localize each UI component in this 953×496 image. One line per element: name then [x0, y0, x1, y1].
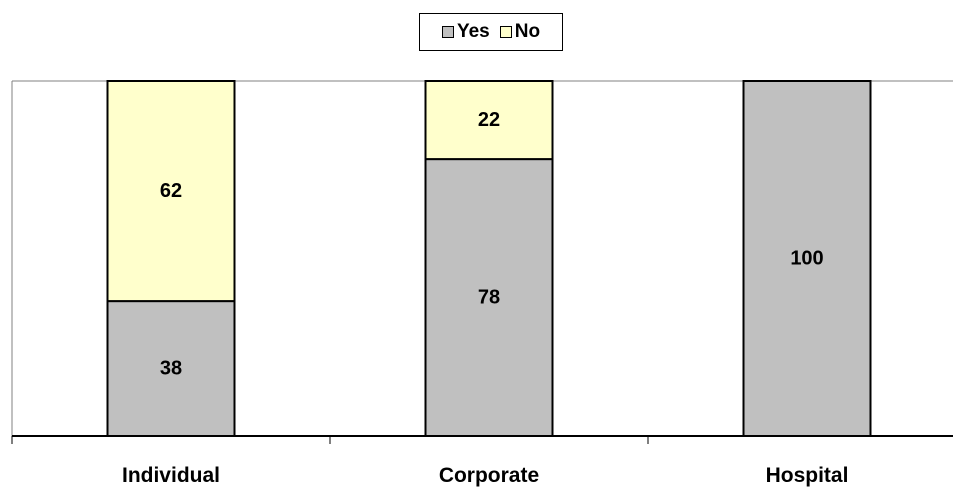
legend-item-no: No — [499, 21, 541, 43]
category-label-corporate: Corporate — [439, 464, 539, 487]
legend-swatch-yes — [441, 26, 454, 38]
category-label-individual: Individual — [122, 464, 220, 487]
bars-group — [106, 80, 872, 437]
x-axis: Individual Corporate Hospital — [11, 435, 953, 487]
category-label-hospital: Hospital — [766, 464, 849, 487]
bar-labels-group: 38 62 78 22 100 — [160, 109, 824, 380]
legend-swatch-no — [499, 26, 512, 38]
legend-label-no: No — [514, 21, 541, 42]
data-label-corporate-yes: 78 — [478, 287, 500, 309]
data-label-hospital-yes: 100 — [790, 248, 823, 270]
data-label-corporate-no: 22 — [478, 109, 500, 131]
data-label-individual-no: 62 — [160, 180, 182, 202]
bar-hospital-yes — [742, 80, 872, 437]
chart-legend: Yes No — [419, 13, 563, 51]
legend-item-yes: Yes — [441, 21, 490, 43]
bar-corporate-no — [424, 80, 554, 161]
bar-corporate-yes — [424, 158, 554, 437]
data-label-individual-yes: 38 — [160, 358, 182, 380]
legend-label-yes: Yes — [456, 21, 490, 42]
bar-individual-yes — [106, 300, 236, 437]
bar-individual-no — [106, 80, 236, 303]
